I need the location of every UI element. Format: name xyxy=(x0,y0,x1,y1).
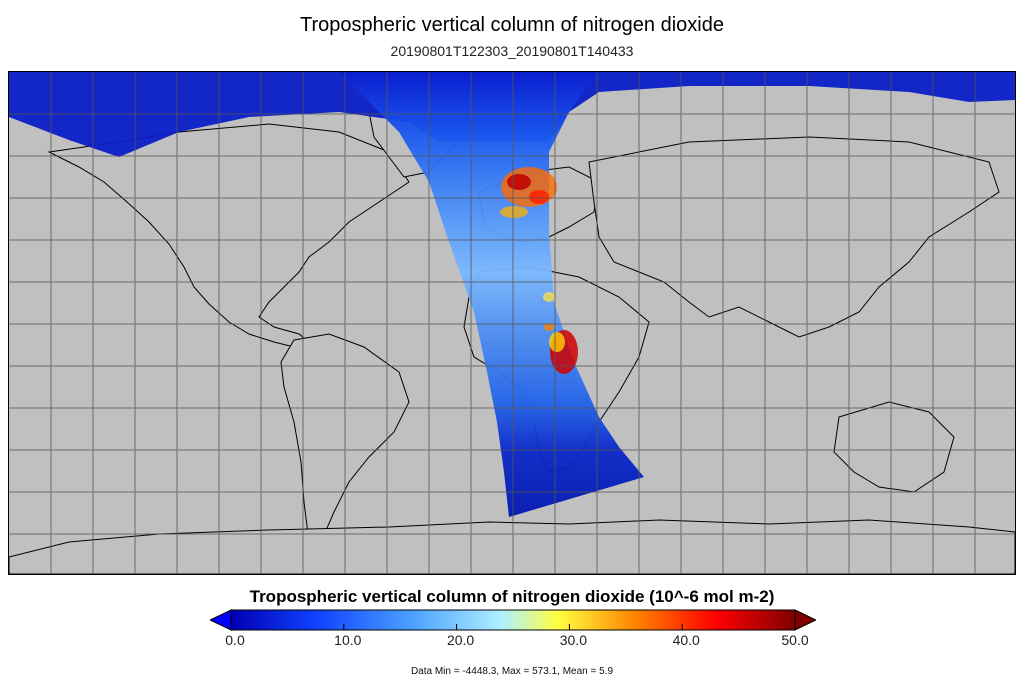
colorbar-tick-label: 10.0 xyxy=(334,632,362,648)
colorbar-tick-label: 20.0 xyxy=(446,632,475,648)
north-america-coast xyxy=(47,123,410,348)
colorbar-title: Tropospheric vertical column of nitrogen… xyxy=(249,587,775,606)
asia-coast xyxy=(588,136,1000,338)
no2-hotspots xyxy=(500,167,578,374)
colorbar-tick-marks xyxy=(230,624,796,630)
map-panel[interactable] xyxy=(8,71,1016,575)
graticule xyxy=(9,72,1015,574)
colorbar xyxy=(210,609,816,631)
world-map xyxy=(9,72,1015,574)
antarctica-coast xyxy=(9,519,1015,574)
colorbar-tick-label: 50.0 xyxy=(781,632,809,648)
colorbar-tick-label: 40.0 xyxy=(672,632,700,648)
australia-coast xyxy=(833,401,955,493)
colorbar-extend-min-arrow xyxy=(210,609,232,631)
map-subtitle: 20190801T122303_20190801T140433 xyxy=(390,43,634,59)
colorbar-tick-label: 0.0 xyxy=(225,632,245,648)
colorbar-extend-max-arrow xyxy=(794,609,816,631)
map-title: Tropospheric vertical column of nitrogen… xyxy=(300,14,724,36)
data-stats: Data Min = -4448.3, Max = 573.1, Mean = … xyxy=(410,666,614,677)
satellite-swath xyxy=(339,72,644,517)
hotspot-europe xyxy=(501,167,557,207)
colorbar-tick-label: 30.0 xyxy=(559,632,588,648)
colorbar-gradient xyxy=(230,609,796,631)
